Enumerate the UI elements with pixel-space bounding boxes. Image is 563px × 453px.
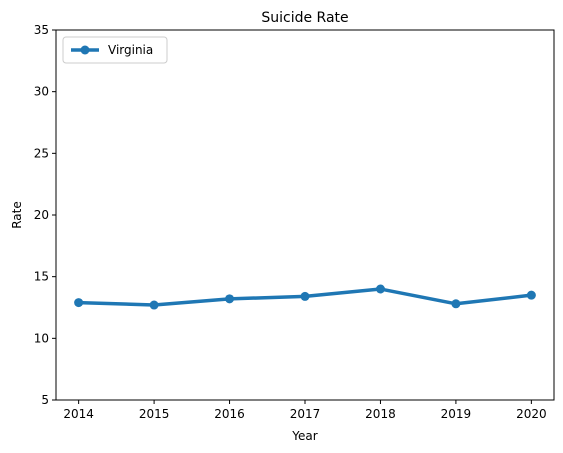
data-point: [526, 290, 536, 300]
x-tick-label: 2020: [516, 407, 547, 421]
x-tick-label: 2018: [365, 407, 396, 421]
y-tick-label: 35: [34, 23, 49, 37]
x-tick-label: 2016: [214, 407, 245, 421]
legend-box: [62, 36, 168, 64]
x-tick-label: 2015: [139, 407, 170, 421]
y-tick-label: 25: [34, 146, 49, 160]
chart-title: Suicide Rate: [261, 10, 348, 26]
data-point: [451, 299, 461, 309]
x-axis-label: Year: [291, 429, 317, 443]
x-tick-label: 2017: [290, 407, 321, 421]
data-point: [300, 291, 310, 301]
y-axis-label: Rate: [10, 201, 24, 229]
data-point: [74, 298, 84, 308]
y-tick-label: 15: [34, 270, 49, 284]
legend-label: Virginia: [108, 43, 153, 57]
legend-marker: [80, 45, 90, 55]
y-tick-label: 20: [34, 208, 49, 222]
x-tick-label: 2019: [441, 407, 472, 421]
y-tick-label: 5: [41, 393, 49, 407]
y-tick-label: 30: [34, 85, 49, 99]
data-point: [225, 294, 235, 304]
plot-frame: [55, 29, 555, 401]
legend: Virginia: [62, 36, 168, 64]
plot-area: 2014 2015 2016 2017 2018 2019 2020 5 10 15 20 25 30 3…: [34, 23, 555, 421]
data-point: [375, 284, 385, 294]
x-tick-label: 2014: [63, 407, 94, 421]
data-point: [149, 300, 159, 310]
y-tick-label: 10: [34, 331, 49, 345]
